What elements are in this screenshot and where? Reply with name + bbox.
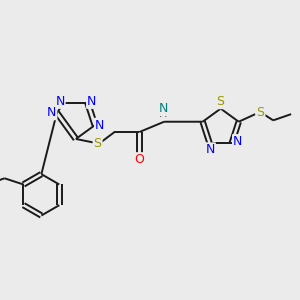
Text: N: N bbox=[87, 95, 96, 108]
Text: N: N bbox=[95, 118, 104, 132]
Text: H: H bbox=[159, 109, 168, 119]
Text: S: S bbox=[256, 106, 265, 119]
Text: N: N bbox=[233, 135, 242, 148]
Text: N: N bbox=[47, 106, 56, 119]
Text: N: N bbox=[159, 102, 168, 115]
Text: N: N bbox=[206, 143, 215, 156]
Text: N: N bbox=[55, 95, 65, 108]
Text: O: O bbox=[134, 153, 144, 166]
Text: S: S bbox=[216, 95, 224, 108]
Text: S: S bbox=[94, 137, 102, 150]
